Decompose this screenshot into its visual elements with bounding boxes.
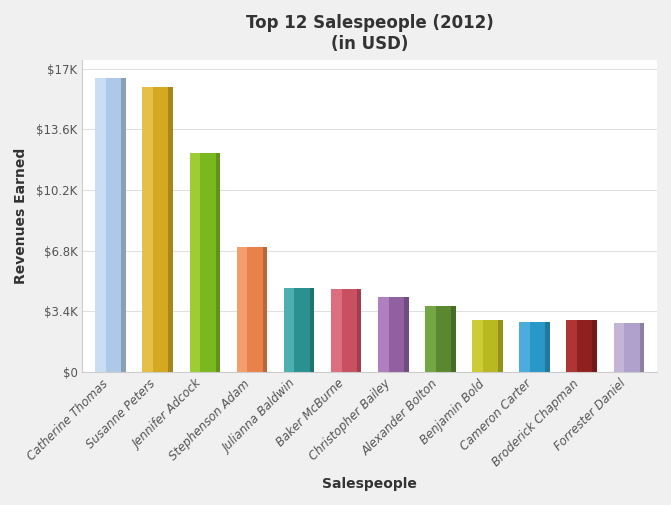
Bar [95, 78, 106, 372]
Bar [189, 153, 200, 372]
Bar [613, 323, 644, 372]
Bar [284, 288, 315, 372]
Bar [378, 297, 389, 372]
Bar [404, 297, 409, 372]
Bar [331, 289, 342, 372]
Bar [566, 320, 577, 372]
Bar [425, 306, 435, 372]
Bar [451, 306, 456, 372]
Y-axis label: Revenues Earned: Revenues Earned [14, 148, 28, 284]
Bar [639, 323, 644, 372]
Bar [472, 320, 483, 372]
Bar [499, 320, 503, 372]
Bar [142, 86, 173, 372]
Bar [357, 289, 362, 372]
Bar [519, 322, 530, 372]
Bar [592, 320, 597, 372]
Bar [566, 320, 597, 372]
Bar [189, 153, 220, 372]
Bar [331, 289, 362, 372]
Bar [237, 247, 267, 372]
X-axis label: Salespeople: Salespeople [322, 477, 417, 491]
Bar [284, 288, 295, 372]
Title: Top 12 Salespeople (2012)
(in USD): Top 12 Salespeople (2012) (in USD) [246, 14, 494, 53]
Bar [472, 320, 503, 372]
Bar [95, 78, 126, 372]
Bar [215, 153, 220, 372]
Bar [121, 78, 126, 372]
Bar [262, 247, 267, 372]
Bar [168, 86, 173, 372]
Bar [546, 322, 550, 372]
Bar [142, 86, 153, 372]
Bar [378, 297, 409, 372]
Bar [613, 323, 624, 372]
Bar [425, 306, 456, 372]
Bar [237, 247, 248, 372]
Bar [519, 322, 550, 372]
Bar [310, 288, 315, 372]
